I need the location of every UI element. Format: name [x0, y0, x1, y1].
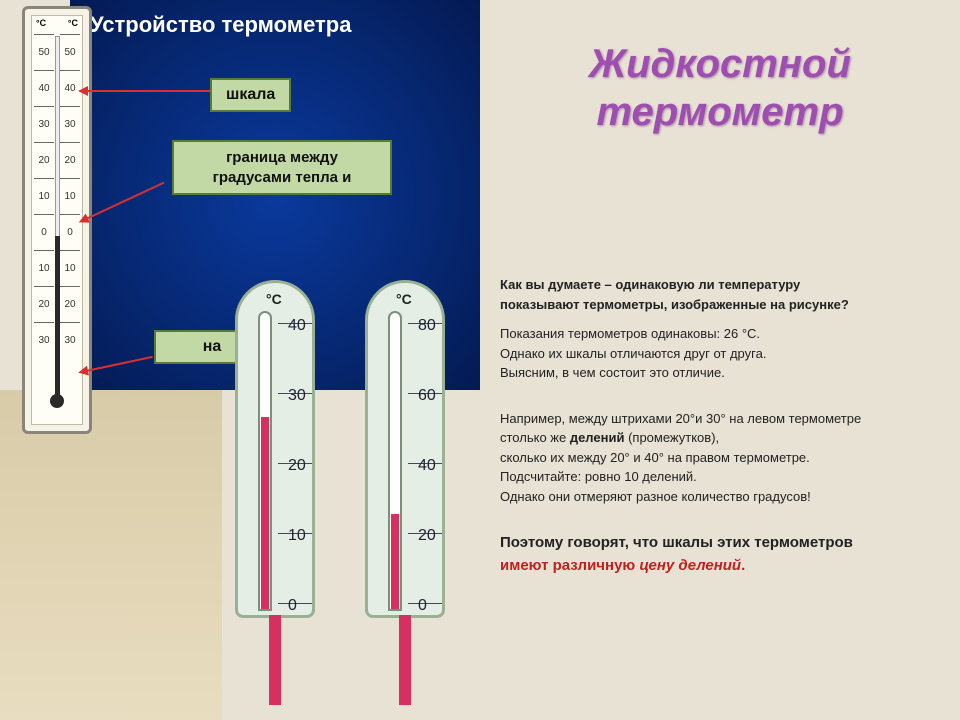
explanation-text: Как вы думаете – одинаковую ли температу…	[500, 275, 940, 587]
scale-label: 40	[288, 317, 306, 335]
device-scale-left: 50 40 30 20 10 0 10 20 30	[34, 34, 54, 384]
device-scale-right: 50 40 30 20 10 0 10 20 30	[60, 34, 80, 384]
scale-tick: 20	[60, 142, 80, 178]
slide-title-line1: Жидкостной	[589, 42, 851, 86]
text-line: Например, между штрихами 20°и 30° на лев…	[500, 411, 861, 426]
thermo1-unit: °C	[266, 291, 282, 307]
thermo1-stick	[269, 615, 281, 705]
text-bold: делений	[570, 430, 625, 445]
text-line: Показания термометров одинаковы: 26 °С.	[500, 326, 760, 341]
thermo2-scale: 80 60 40 20 0	[408, 323, 444, 603]
device-unit-right: °C	[68, 18, 78, 28]
scale-label: 60	[418, 387, 436, 405]
text-line: Однако они отмеряют разное количество гр…	[500, 489, 811, 504]
scale-tick: 20	[60, 286, 80, 322]
scale-label: 40	[418, 457, 436, 475]
thermo1-scale: 40 30 20 10 0	[278, 323, 314, 603]
arrow-to-scale	[86, 90, 210, 92]
slide-root: Устройство термометра °C °C 50 40 30 20 …	[0, 0, 960, 720]
scale-tick: 30	[60, 106, 80, 142]
thermo1-liquid	[261, 417, 269, 609]
scale-label: 0	[418, 597, 427, 615]
scale-tick: 30	[34, 322, 54, 358]
slide-title-line2: термометр	[596, 90, 843, 134]
para-question: Как вы думаете – одинаковую ли температу…	[500, 275, 940, 314]
text-line: Подсчитайте: ровно 10 делений.	[500, 469, 697, 484]
text-line: Как вы думаете – одинаковую ли температу…	[500, 277, 800, 292]
scale-tick: 40	[34, 70, 54, 106]
text-line: Выясним, в чем состоит это отличие.	[500, 365, 725, 380]
scale-tick: 10	[60, 178, 80, 214]
comparison-thermo-1: °C 40 30 20 10 0	[225, 280, 325, 680]
text-line: Однако их шкалы отличаются друг от друга…	[500, 346, 766, 361]
thermo1-body: °C 40 30 20 10 0	[235, 280, 315, 618]
thermo2-unit: °C	[396, 291, 412, 307]
scale-label: 80	[418, 317, 436, 335]
device-diagram-title: Устройство термометра	[90, 12, 351, 38]
scale-label: 0	[288, 597, 297, 615]
text-red: .	[741, 557, 745, 574]
scale-tick: 30	[34, 106, 54, 142]
scale-label: 20	[288, 457, 306, 475]
scale-tick: 50	[34, 34, 54, 70]
text-line: (промежутков),	[624, 430, 719, 445]
text-line: Поэтому говорят, что шкалы этих термомет…	[500, 534, 853, 551]
label-scale: шкала	[210, 78, 291, 112]
thermo2-liquid	[391, 514, 399, 609]
scale-tick: 10	[34, 178, 54, 214]
comparison-area: °C 40 30 20 10 0 °C	[225, 280, 485, 710]
para-example: Например, между штрихами 20°и 30° на лев…	[500, 409, 940, 507]
comparison-thermo-2: °C 80 60 40 20 0	[355, 280, 455, 680]
scale-label: 10	[288, 527, 306, 545]
text-line: показывают термометры, изображенные на р…	[500, 297, 849, 312]
text-line: сколько их между 20° и 40° на правом тер…	[500, 450, 810, 465]
scale-tick: 20	[34, 142, 54, 178]
text-red-ital: цену делений	[639, 557, 741, 574]
scale-tick: 40	[60, 70, 80, 106]
thermo2-stick	[399, 615, 411, 705]
scale-tick: 50	[60, 34, 80, 70]
scale-tick: 0	[34, 214, 54, 250]
para-answer: Показания термометров одинаковы: 26 °С. …	[500, 324, 940, 383]
slide-title: Жидкостной термометр	[520, 40, 920, 136]
thermo2-tube	[388, 311, 402, 611]
scale-tick: 10	[60, 250, 80, 286]
scale-tick: 20	[34, 286, 54, 322]
scale-label: 20	[418, 527, 436, 545]
text-line: столько же	[500, 430, 570, 445]
scale-label: 30	[288, 387, 306, 405]
device-unit-left: °C	[36, 18, 46, 28]
device-thermometer-face: °C °C 50 40 30 20 10 0 10 20 30 50 40 30	[31, 15, 83, 425]
thermo1-tube	[258, 311, 272, 611]
scale-tick: 10	[34, 250, 54, 286]
text-red: имеют различную	[500, 557, 639, 574]
scale-tick: 30	[60, 322, 80, 358]
device-liquid-stem	[55, 236, 60, 396]
device-liquid-bulb	[50, 394, 64, 408]
thermo2-body: °C 80 60 40 20 0	[365, 280, 445, 618]
label-boundary: граница между градусами тепла и	[172, 140, 392, 195]
para-conclusion: Поэтому говорят, что шкалы этих термомет…	[500, 532, 940, 577]
